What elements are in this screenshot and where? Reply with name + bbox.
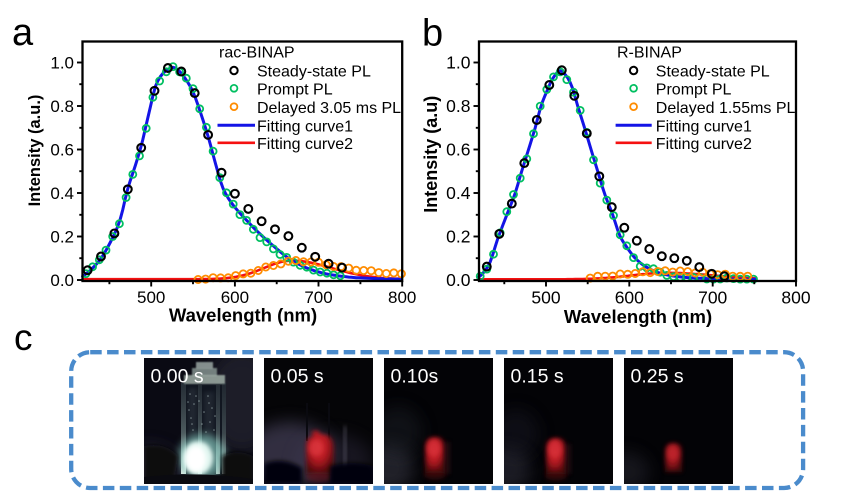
svg-text:700: 700 [304, 288, 332, 307]
svg-text:0.8: 0.8 [50, 97, 74, 116]
svg-text:rac-BINAP: rac-BINAP [219, 44, 295, 61]
svg-text:0.10s: 0.10s [391, 366, 439, 388]
svg-text:0.8: 0.8 [446, 96, 470, 116]
svg-text:800: 800 [781, 287, 810, 307]
svg-text:Fitting curve1: Fitting curve1 [656, 119, 752, 136]
svg-text:0.0: 0.0 [446, 270, 471, 290]
svg-text:1.0: 1.0 [446, 53, 471, 73]
svg-text:600: 600 [221, 288, 249, 307]
svg-text:0.00 s: 0.00 s [151, 366, 204, 388]
svg-text:1.0: 1.0 [50, 54, 74, 73]
svg-text:0.2: 0.2 [446, 227, 470, 247]
svg-text:0.2: 0.2 [50, 228, 74, 247]
svg-text:Delayed 1.55ms PL: Delayed 1.55ms PL [656, 100, 796, 117]
svg-text:Prompt PL: Prompt PL [257, 82, 333, 99]
svg-text:500: 500 [137, 288, 165, 307]
svg-text:0.15 s: 0.15 s [511, 366, 564, 388]
svg-text:Wavelength (nm): Wavelength (nm) [169, 305, 317, 326]
svg-text:0.4: 0.4 [446, 183, 471, 203]
svg-text:Wavelength (nm): Wavelength (nm) [564, 306, 712, 327]
svg-text:Steady-state PL: Steady-state PL [656, 64, 770, 81]
svg-text:500: 500 [531, 287, 560, 307]
svg-text:Fitting curve2: Fitting curve2 [656, 136, 752, 153]
svg-text:700: 700 [698, 287, 727, 307]
svg-text:Intensity (a.u): Intensity (a.u) [421, 96, 441, 213]
svg-text:Steady-state PL: Steady-state PL [257, 64, 371, 81]
svg-text:a: a [12, 12, 34, 54]
svg-text:0.6: 0.6 [446, 140, 470, 160]
svg-text:0.6: 0.6 [50, 141, 74, 160]
svg-text:600: 600 [615, 287, 644, 307]
svg-text:800: 800 [388, 288, 416, 307]
svg-text:0.25 s: 0.25 s [631, 366, 684, 388]
svg-text:0.4: 0.4 [50, 184, 74, 203]
svg-text:0.05 s: 0.05 s [271, 366, 324, 388]
svg-text:Delayed 3.05 ms PL: Delayed 3.05 ms PL [257, 100, 401, 117]
svg-text:Fitting curve2: Fitting curve2 [257, 136, 353, 153]
svg-text:b: b [422, 13, 443, 55]
svg-text:Intensity (a.u.): Intensity (a.u.) [26, 95, 44, 207]
svg-text:R-BINAP: R-BINAP [617, 44, 682, 61]
svg-text:0.0: 0.0 [50, 271, 74, 290]
svg-text:Prompt PL: Prompt PL [656, 82, 732, 99]
svg-text:Fitting curve1: Fitting curve1 [257, 119, 353, 136]
